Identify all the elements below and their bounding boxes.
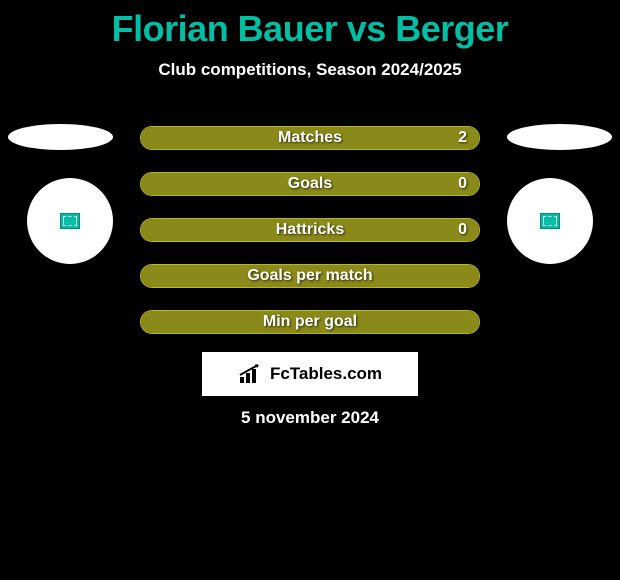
player-avatar-right — [507, 124, 612, 150]
branding-text: FcTables.com — [270, 364, 382, 384]
shield-icon — [60, 213, 80, 229]
branding-banner[interactable]: FcTables.com — [202, 352, 418, 396]
team-badge-left — [27, 178, 113, 264]
stat-value-right: 2 — [458, 129, 467, 147]
subtitle: Club competitions, Season 2024/2025 — [0, 60, 620, 80]
stat-label: Matches — [278, 129, 342, 147]
chart-icon — [238, 363, 266, 385]
stat-row: Min per goal — [140, 310, 480, 334]
stat-label: Goals per match — [247, 267, 372, 285]
stat-label: Hattricks — [276, 221, 344, 239]
stat-row: Goals per match — [140, 264, 480, 288]
stat-row: Hattricks 0 — [140, 218, 480, 242]
stat-row: Goals 0 — [140, 172, 480, 196]
stat-value-right: 0 — [458, 175, 467, 193]
date-label: 5 november 2024 — [0, 408, 620, 428]
stat-value-right: 0 — [458, 221, 467, 239]
page-title: Florian Bauer vs Berger — [0, 0, 620, 50]
stats-panel: Matches 2 Goals 0 Hattricks 0 Goals per match M… — [140, 126, 480, 356]
stat-label: Min per goal — [263, 313, 357, 331]
team-badge-right — [507, 178, 593, 264]
player-avatar-left — [8, 124, 113, 150]
stat-label: Goals — [288, 175, 332, 193]
shield-icon — [540, 213, 560, 229]
stat-row: Matches 2 — [140, 126, 480, 150]
